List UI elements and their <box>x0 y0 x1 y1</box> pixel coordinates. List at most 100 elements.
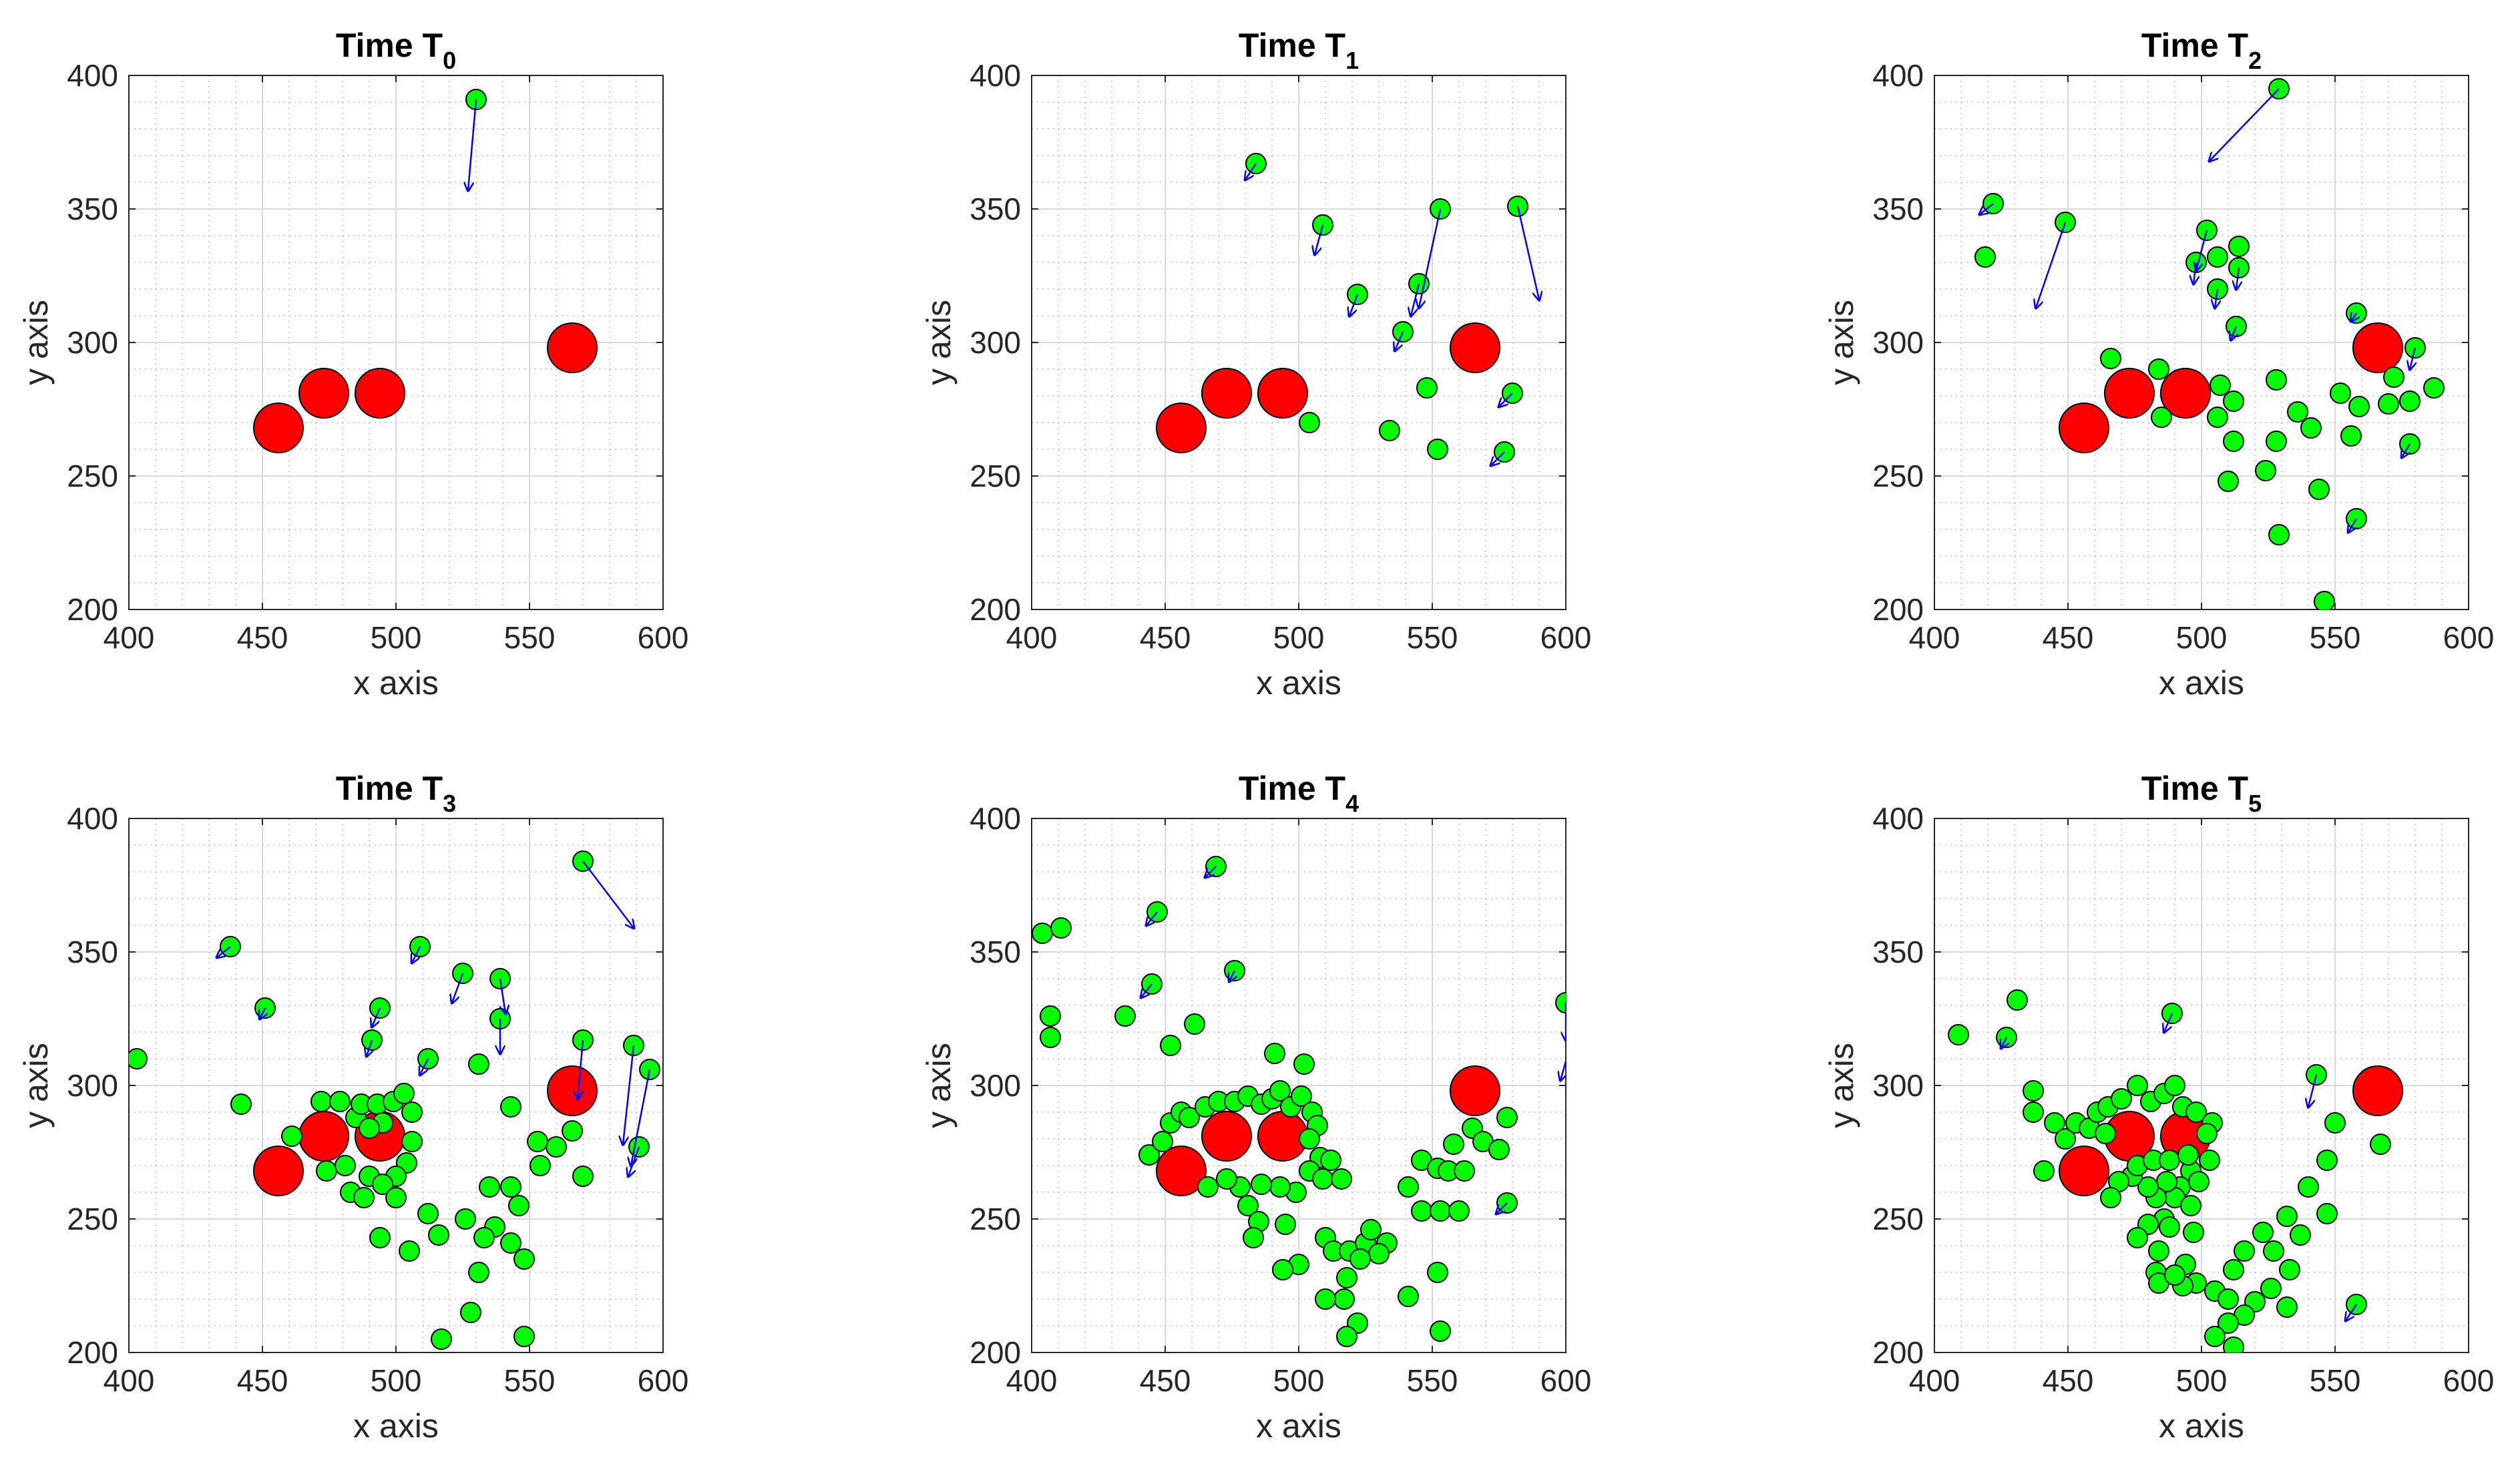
velocity-arrow <box>582 861 634 928</box>
agent-marker <box>1555 992 1566 1013</box>
agent-marker <box>1331 1168 1352 1190</box>
agent-marker <box>1264 1043 1285 1064</box>
x-tick-label: 500 <box>2176 620 2228 655</box>
agent-marker <box>2340 425 2362 447</box>
target-marker <box>2160 368 2211 419</box>
agent-marker <box>500 1176 521 1198</box>
agent-marker <box>2324 1112 2346 1134</box>
agent-marker <box>2199 1150 2220 1171</box>
agent-marker <box>2287 401 2308 423</box>
agent-marker <box>1443 1134 1464 1155</box>
subplot-title: Time T3 <box>336 770 456 817</box>
velocity-arrow <box>1229 970 1235 981</box>
agent-marker <box>2234 1240 2255 1262</box>
target-marker <box>253 403 304 453</box>
title-subscript: 4 <box>1345 790 1359 817</box>
agent-marker <box>1040 1027 1061 1048</box>
velocity-arrow <box>1496 1202 1508 1214</box>
agent-marker <box>2290 1224 2311 1246</box>
agent-marker <box>2218 1288 2239 1310</box>
subplot-4: 400 450 500 550 600 200 250 300 350 400 x axis y ax… <box>920 770 1591 1445</box>
velocity-arrow <box>2001 1037 2007 1048</box>
y-tick-label: 250 <box>970 1202 1021 1236</box>
agent-marker <box>2298 1176 2319 1198</box>
agent-marker <box>2177 1144 2199 1166</box>
agent-marker <box>2223 391 2244 412</box>
velocity-arrow <box>2164 1013 2173 1032</box>
agent-marker <box>2148 358 2169 380</box>
velocity-arrow <box>1560 1061 1566 1080</box>
title-subscript: 5 <box>2248 790 2262 817</box>
plot-area <box>253 89 598 453</box>
y-tick-label: 250 <box>67 459 118 493</box>
velocity-arrow <box>452 973 464 1003</box>
agent-marker <box>2316 1150 2338 1171</box>
y-tick-label: 200 <box>970 1335 1021 1370</box>
y-tick-label: 300 <box>67 1068 118 1103</box>
subplot-title: Time T0 <box>336 27 456 74</box>
agent-marker <box>2188 1171 2210 1192</box>
title-main: Time T <box>336 27 443 64</box>
target-marker <box>547 1065 598 1116</box>
agent-marker <box>500 1232 521 1254</box>
x-tick-label: 550 <box>504 620 556 655</box>
velocity-arrow <box>367 1039 372 1056</box>
agent-marker <box>2100 1187 2121 1208</box>
agent-marker <box>2151 407 2172 428</box>
agent-marker <box>2308 479 2330 500</box>
agent-marker <box>1197 1176 1219 1198</box>
target-marker <box>1450 1065 1500 1116</box>
title-main: Time T <box>2141 770 2248 807</box>
title-subscript: 2 <box>2248 47 2262 74</box>
agent-marker <box>1336 1326 1357 1347</box>
y-tick-label: 200 <box>67 592 118 627</box>
agent-marker <box>1379 420 1400 441</box>
x-tick-label: 550 <box>2310 1363 2361 1398</box>
x-axis-label: x axis <box>353 664 439 702</box>
agent-marker <box>2266 431 2287 452</box>
agent-marker <box>2314 591 2335 609</box>
title-subscript: 1 <box>1345 47 1359 74</box>
subplot-0: 400 450 500 550 600 200 250 300 350 400 x axis y ax… <box>17 27 688 702</box>
agent-marker <box>546 1136 567 1158</box>
agent-marker <box>508 1195 530 1216</box>
y-tick-label: 200 <box>1872 592 1924 627</box>
subplot-1: 400 450 500 550 600 200 250 300 350 400 x axis y ax… <box>920 27 1591 702</box>
x-axis-label: x axis <box>1256 664 1341 702</box>
agent-marker <box>1114 1005 1136 1027</box>
agent-marker <box>2180 1195 2201 1216</box>
x-tick-label: 500 <box>2176 1363 2228 1398</box>
y-tick-label: 300 <box>970 1068 1021 1103</box>
target-marker <box>253 1146 304 1196</box>
agent-marker <box>1948 1024 1969 1045</box>
agent-marker <box>1974 246 1996 268</box>
agent-marker <box>310 1091 332 1112</box>
velocity-arrow <box>2346 1304 2358 1320</box>
velocity-arrow <box>2036 222 2067 308</box>
agent-marker <box>1179 1107 1200 1128</box>
plot-area <box>1974 78 2445 609</box>
agent-marker <box>2207 246 2228 268</box>
x-tick-label: 450 <box>1140 620 1191 655</box>
agent-marker <box>385 1187 407 1208</box>
target-marker <box>1257 368 1308 419</box>
y-tick-label: 350 <box>67 935 118 969</box>
velocity-arrow <box>412 946 421 963</box>
y-axis-label: y axis <box>920 300 958 385</box>
x-tick-label: 550 <box>1407 620 1458 655</box>
velocity-arrow <box>1349 294 1359 316</box>
agent-marker <box>2148 1240 2169 1262</box>
subplot-2: 400 450 500 550 600 200 250 300 350 400 x axis y ax… <box>1823 27 2494 702</box>
agent-marker <box>1272 1259 1293 1280</box>
velocity-arrow <box>2308 1074 2318 1107</box>
agent-marker <box>369 1227 391 1248</box>
agent-marker <box>2252 1222 2274 1243</box>
agent-marker <box>2300 417 2322 439</box>
agent-marker <box>2378 393 2399 415</box>
velocity-arrow <box>2351 313 2356 321</box>
x-tick-label: 400 <box>1909 1363 1960 1398</box>
agent-marker <box>2228 236 2250 257</box>
agent-marker <box>2223 1336 2244 1353</box>
agent-marker <box>2255 460 2276 481</box>
